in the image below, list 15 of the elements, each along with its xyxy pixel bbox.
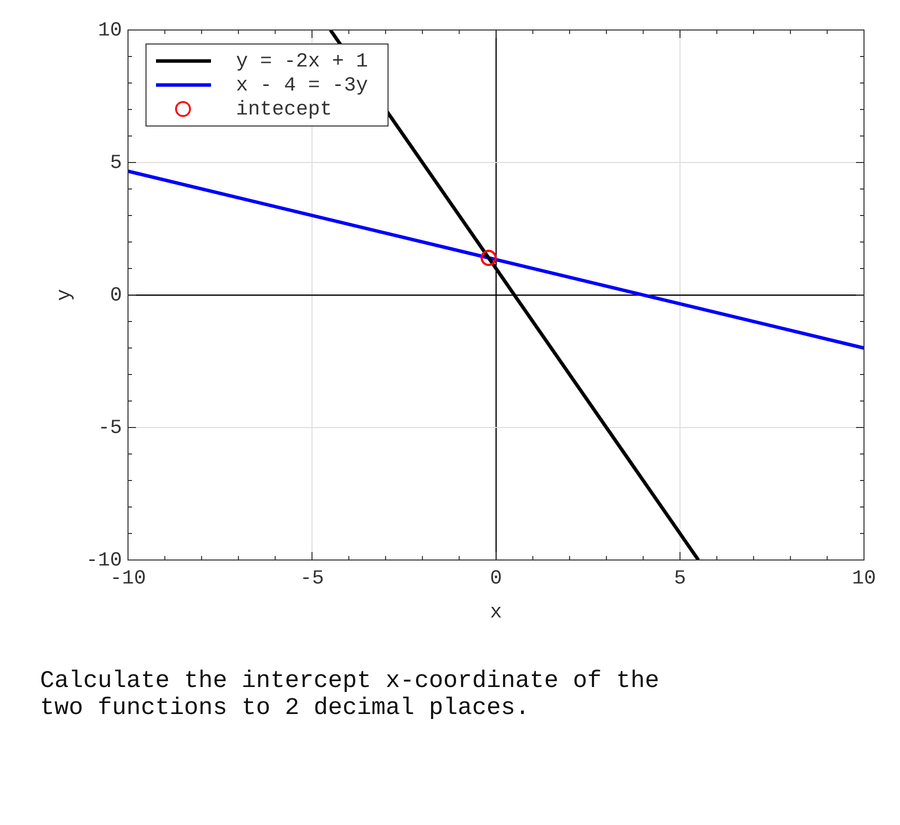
x-tick-label: -5: [300, 567, 324, 590]
text: Calculate the intercept x-coordinate of the two functions to 2 decimal places.: [40, 668, 660, 722]
y-tick-label: 5: [110, 152, 122, 175]
x-tick-label: 0: [490, 567, 502, 590]
x-tick-label: 5: [674, 567, 686, 590]
x-tick-label: 10: [852, 567, 876, 590]
y-tick-label: -5: [98, 416, 122, 440]
y-tick-label: 0: [110, 284, 122, 308]
y-tick-label: -10: [86, 549, 122, 572]
legend-label: y = -2x + 1: [236, 50, 368, 74]
y-tick-label: 10: [98, 19, 122, 42]
y-axis-title: y: [53, 288, 76, 302]
x-axis-title: x: [490, 601, 502, 624]
legend-label: intecept: [236, 98, 332, 122]
legend-label: x - 4 = -3y: [236, 74, 368, 98]
